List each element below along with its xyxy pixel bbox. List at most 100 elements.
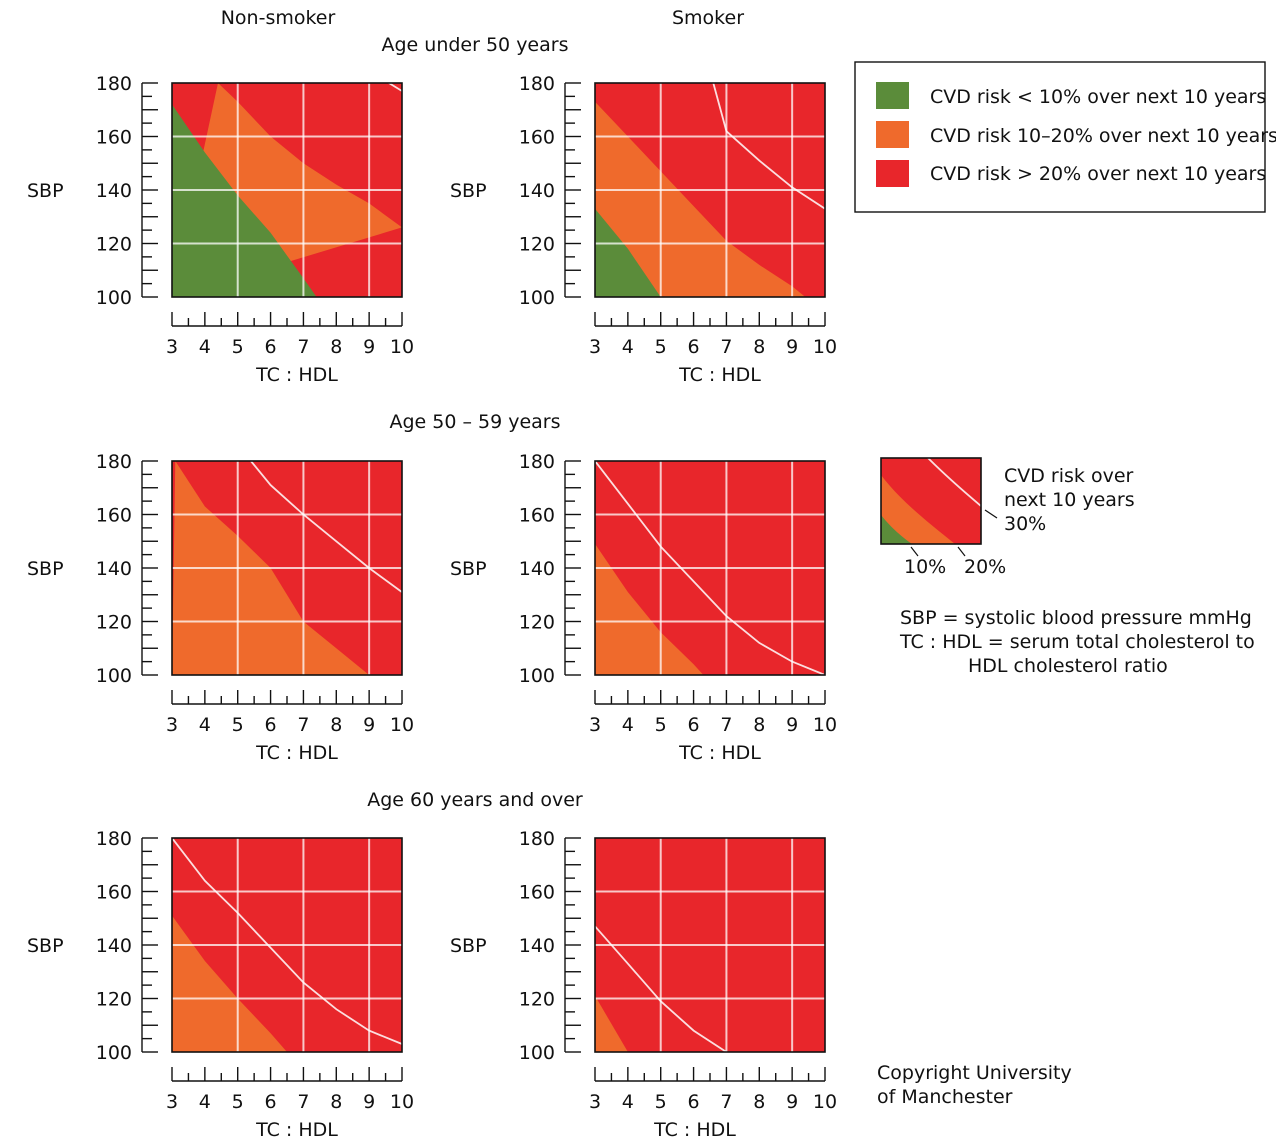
column-header-smoker: Smoker <box>672 7 744 29</box>
x-tick-label: 6 <box>688 1091 700 1113</box>
y-axis-label: SBP <box>450 935 487 957</box>
legend-swatch-red <box>876 160 909 187</box>
y-tick-label: 140 <box>96 935 132 957</box>
key-region-green <box>881 515 912 544</box>
x-axis-label: TC : HDL <box>255 742 338 764</box>
x-tick-label: 7 <box>297 336 309 358</box>
y-tick-label: 100 <box>96 1042 132 1064</box>
y-tick-label: 120 <box>519 234 555 256</box>
region-medium-risk <box>595 995 628 1052</box>
y-tick-label: 100 <box>519 665 555 687</box>
x-tick-label: 4 <box>622 336 634 358</box>
age-group-title-60-over: Age 60 years and over <box>367 789 583 811</box>
age-group-title-50-59: Age 50 – 59 years <box>389 411 560 433</box>
y-tick-label: 100 <box>96 665 132 687</box>
isoline-30-percent <box>595 461 825 675</box>
y-tick-label: 120 <box>519 612 555 634</box>
x-tick-label: 7 <box>720 714 732 736</box>
plot-area <box>172 83 402 297</box>
x-tick-label: 6 <box>265 714 277 736</box>
plot-frame <box>594 460 826 676</box>
chart-panel: 100 120 140 160 180 SBP 3 4 5 6 7 8 9 10 TC : HDL <box>450 451 837 764</box>
x-tick-label: 6 <box>688 714 700 736</box>
x-tick-label: 9 <box>363 336 375 358</box>
x-tick-label: 8 <box>753 714 765 736</box>
y-tick-label: 180 <box>96 828 132 850</box>
key-label-20: 20% <box>964 556 1006 578</box>
y-tick-label: 160 <box>519 127 555 149</box>
x-tick-label: 9 <box>786 336 798 358</box>
key-label-30: 30% <box>1004 513 1046 535</box>
x-tick-label: 5 <box>655 336 667 358</box>
x-tick-label: 8 <box>330 336 342 358</box>
x-tick-label: 3 <box>589 1091 601 1113</box>
region-low-risk <box>595 208 661 297</box>
key-isoline-30 <box>927 458 981 507</box>
x-tick-label: 3 <box>589 336 601 358</box>
y-tick-label: 180 <box>519 73 555 95</box>
isoline-30-percent <box>595 925 727 1052</box>
copyright-line-2: of Manchester <box>877 1086 1013 1108</box>
key-pointer-20 <box>957 546 966 557</box>
y-axis-label: SBP <box>450 180 487 202</box>
x-tick-label: 9 <box>363 714 375 736</box>
definition-sbp: SBP = systolic blood pressure mmHg <box>900 607 1252 629</box>
plot-area <box>172 838 402 1052</box>
plot-frame <box>594 82 826 298</box>
plot-area <box>172 461 402 675</box>
y-tick-label: 160 <box>96 505 132 527</box>
chart-panel: 100 120 140 160 180 SBP 3 4 5 6 7 8 9 10 TC : HDL <box>27 828 414 1141</box>
key-pointer-30 <box>984 509 998 519</box>
region-medium-risk <box>595 101 806 297</box>
key-region-orange <box>881 475 955 544</box>
plot-area <box>595 83 825 297</box>
legend-swatch-green <box>876 82 909 109</box>
x-tick-label: 4 <box>622 714 634 736</box>
isoline-30-percent <box>388 83 402 92</box>
x-tick-label: 6 <box>265 336 277 358</box>
x-tick-label: 3 <box>166 714 178 736</box>
x-axis-label: TC : HDL <box>255 364 338 386</box>
y-tick-label: 100 <box>96 287 132 309</box>
y-tick-label: 120 <box>519 989 555 1011</box>
y-tick-label: 160 <box>519 882 555 904</box>
y-tick-label: 180 <box>96 73 132 95</box>
chart-panel: 100 120 140 160 180 SBP 3 4 5 6 7 8 9 10 TC : HDL <box>450 828 837 1141</box>
y-axis-label: SBP <box>27 180 64 202</box>
y-tick-label: 140 <box>96 558 132 580</box>
plot-area <box>595 461 825 675</box>
x-tick-label: 7 <box>297 1091 309 1113</box>
legend-label-high: CVD risk > 20% over next 10 years <box>930 163 1266 185</box>
age-group-title-under-50: Age under 50 years <box>382 34 569 56</box>
y-tick-label: 140 <box>96 180 132 202</box>
legend-swatch-orange <box>876 121 909 148</box>
y-tick-label: 140 <box>519 180 555 202</box>
x-tick-label: 5 <box>655 714 667 736</box>
y-axis-label: SBP <box>450 558 487 580</box>
x-tick-label: 5 <box>232 714 244 736</box>
definition-tc-hdl-2: HDL cholesterol ratio <box>968 655 1168 677</box>
y-tick-label: 160 <box>96 127 132 149</box>
plot-frame <box>594 837 826 1053</box>
region-medium-risk <box>595 543 704 675</box>
x-tick-label: 8 <box>330 1091 342 1113</box>
x-tick-label: 5 <box>232 336 244 358</box>
plot-frame <box>171 460 403 676</box>
x-tick-label: 5 <box>232 1091 244 1113</box>
y-tick-label: 140 <box>519 558 555 580</box>
key-label-10: 10% <box>904 556 946 578</box>
x-axis-label: TC : HDL <box>678 742 761 764</box>
y-tick-label: 100 <box>519 1042 555 1064</box>
x-tick-label: 9 <box>363 1091 375 1113</box>
legend-label-low: CVD risk < 10% over next 10 years <box>930 86 1266 108</box>
key-frame <box>880 457 982 545</box>
y-tick-label: 180 <box>96 451 132 473</box>
y-tick-label: 140 <box>519 935 555 957</box>
x-tick-label: 10 <box>813 1091 837 1113</box>
y-axis-label: SBP <box>27 558 64 580</box>
chart-panel: 100 120 140 160 180 SBP 3 4 5 6 7 8 9 10 TC : HDL <box>450 73 837 386</box>
isoline-30-percent <box>172 838 402 1045</box>
region-low-risk <box>172 104 317 297</box>
